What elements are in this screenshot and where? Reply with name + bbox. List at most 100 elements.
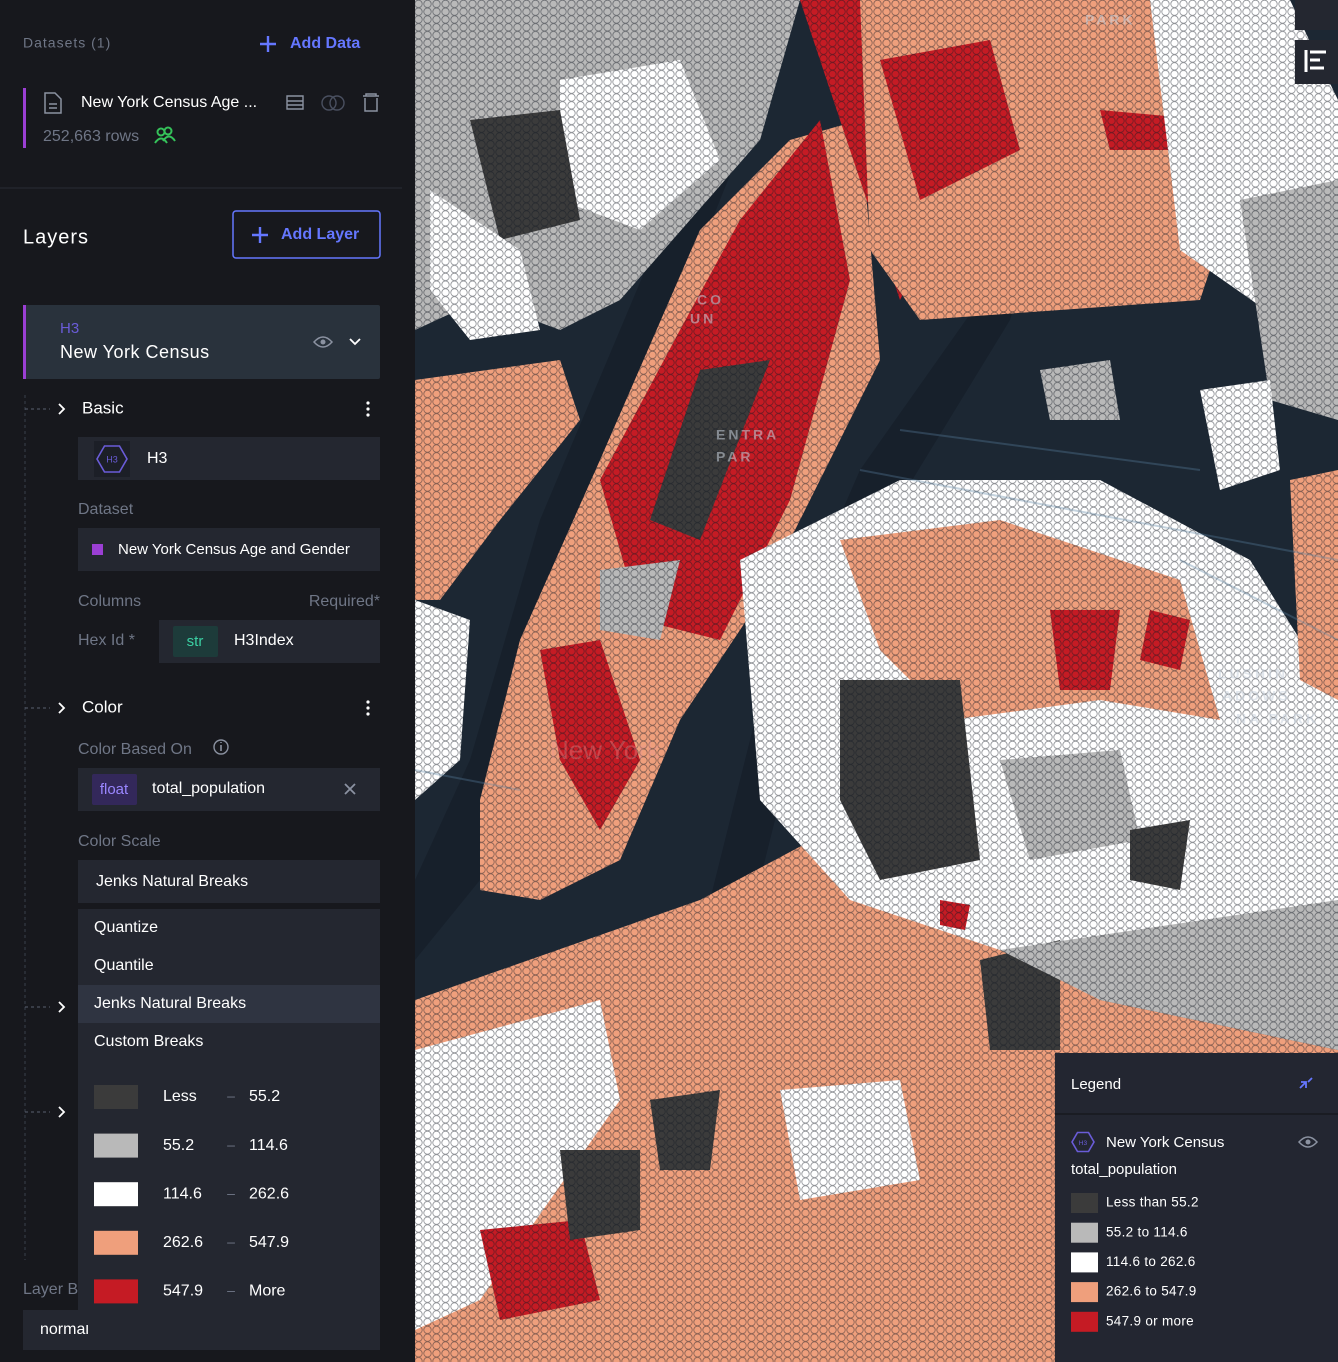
menu-icon[interactable] [366, 413, 370, 417]
dropdown-option[interactable]: Custom Breaks [94, 1033, 203, 1050]
input-box[interactable] [78, 860, 380, 903]
select-value: Jenks Natural Breaks [96, 873, 248, 890]
add-layer-button[interactable] [232, 210, 381, 259]
range-to: 114.6 [249, 1137, 288, 1154]
legend-label: 114.6 to 262.6 [1106, 1254, 1196, 1269]
field-label: Color Based On [78, 741, 192, 758]
map-region [540, 640, 640, 830]
clear-icon[interactable] [344, 783, 356, 795]
h3-icon [1071, 1131, 1095, 1153]
field-label: Layer B [23, 1281, 78, 1298]
map-control-icon [1304, 50, 1326, 72]
column-value: H3Index [234, 632, 294, 649]
color-swatch[interactable] [94, 1230, 138, 1255]
map-region [1000, 900, 1338, 1050]
map-region [880, 40, 1020, 200]
range-separator: – [227, 1136, 235, 1152]
join-icon[interactable] [321, 95, 337, 111]
info-icon [213, 739, 229, 755]
legend-swatch [1071, 1282, 1098, 1303]
map-label: LUSHIN [1218, 666, 1288, 682]
field-label: Dataset [78, 501, 134, 518]
color-swatch[interactable] [94, 1133, 138, 1158]
join-icon [329, 95, 345, 111]
field-value: total_population [152, 780, 265, 797]
input-box[interactable] [78, 528, 380, 571]
file-icon [44, 92, 62, 114]
map-region [650, 1090, 720, 1170]
map-region [1130, 820, 1190, 890]
section-title[interactable]: Basic [82, 398, 124, 417]
chevron-icon[interactable] [58, 702, 66, 714]
range-from: Less [163, 1088, 197, 1105]
menu-icon[interactable] [366, 700, 370, 704]
h3-icon-label: H3 [1079, 1140, 1088, 1147]
map-label: PARK [1085, 12, 1136, 28]
range-to: 55.2 [249, 1088, 280, 1105]
field-label: Columns [78, 593, 141, 610]
map-label: CO [697, 292, 724, 308]
h3-icon [96, 445, 128, 473]
dataset-accent [23, 88, 26, 148]
menu-icon[interactable] [366, 706, 370, 710]
layers-title: Layers [23, 226, 89, 248]
legend-swatch [1071, 1252, 1098, 1273]
dataset-color [92, 544, 103, 555]
table-icon[interactable] [286, 95, 304, 110]
menu-icon[interactable] [366, 712, 370, 716]
map-region [470, 110, 580, 240]
menu-icon[interactable] [366, 401, 370, 405]
map-region [1050, 610, 1120, 690]
layer-header[interactable] [23, 305, 380, 379]
dropdown-option[interactable]: Quantize [94, 919, 158, 936]
map-control[interactable] [1295, 40, 1338, 84]
type-badge [173, 626, 218, 657]
field-label: Color Scale [78, 833, 161, 850]
add-layer-label[interactable]: Add Layer [281, 226, 359, 243]
select-value: normal [40, 1321, 89, 1338]
legend-title: Legend [1071, 1076, 1121, 1093]
layer-type: H3 [60, 320, 79, 337]
legend-label: 55.2 to 114.6 [1106, 1224, 1188, 1239]
dropdown-option[interactable]: Quantile [94, 957, 154, 974]
field-label: Required* [309, 593, 380, 610]
color-swatch[interactable] [94, 1182, 138, 1207]
chevron-icon[interactable] [58, 1106, 66, 1118]
chevron-icon[interactable] [58, 1001, 66, 1013]
map-label: PAR [716, 449, 754, 465]
menu-icon[interactable] [366, 407, 370, 411]
chevron-icon[interactable] [349, 338, 361, 346]
map-region [940, 900, 970, 930]
map-region [1000, 750, 1140, 860]
map-region [480, 1220, 600, 1320]
road [414, 429, 1338, 791]
dataset-name[interactable]: New York Census Age ... [81, 94, 257, 111]
eye-icon[interactable] [1297, 1136, 1319, 1148]
trash-icon[interactable] [363, 93, 379, 112]
map-region [415, 1000, 620, 1330]
color-swatch[interactable] [94, 1085, 138, 1109]
add-data-button[interactable]: Add Data [290, 35, 360, 52]
map-control[interactable] [1295, 0, 1338, 30]
users-icon [154, 135, 176, 144]
chevron-icon[interactable] [58, 403, 66, 415]
range-from: 262.6 [163, 1234, 203, 1251]
map-region [840, 680, 980, 880]
map-label: New York [550, 735, 661, 765]
color-swatch[interactable] [94, 1279, 138, 1304]
users-icon [163, 126, 173, 136]
map-label: ADOWS [1222, 688, 1291, 704]
map-region [840, 520, 1220, 720]
eye-icon [1305, 1139, 1311, 1145]
legend-label: Less than 55.2 [1106, 1195, 1199, 1210]
collapse-icon[interactable] [1299, 1077, 1313, 1089]
layer-type-value: H3 [147, 450, 168, 467]
dataset-rows: 252,663 rows [43, 128, 139, 145]
dropdown-option[interactable]: Jenks Natural Breaks [94, 995, 246, 1012]
field-label: Hex Id * [78, 632, 135, 649]
type-badge-label: float [100, 781, 129, 798]
section-title[interactable]: Color [82, 697, 123, 716]
legend-panel [1055, 1053, 1338, 1362]
eye-icon[interactable] [312, 336, 334, 348]
